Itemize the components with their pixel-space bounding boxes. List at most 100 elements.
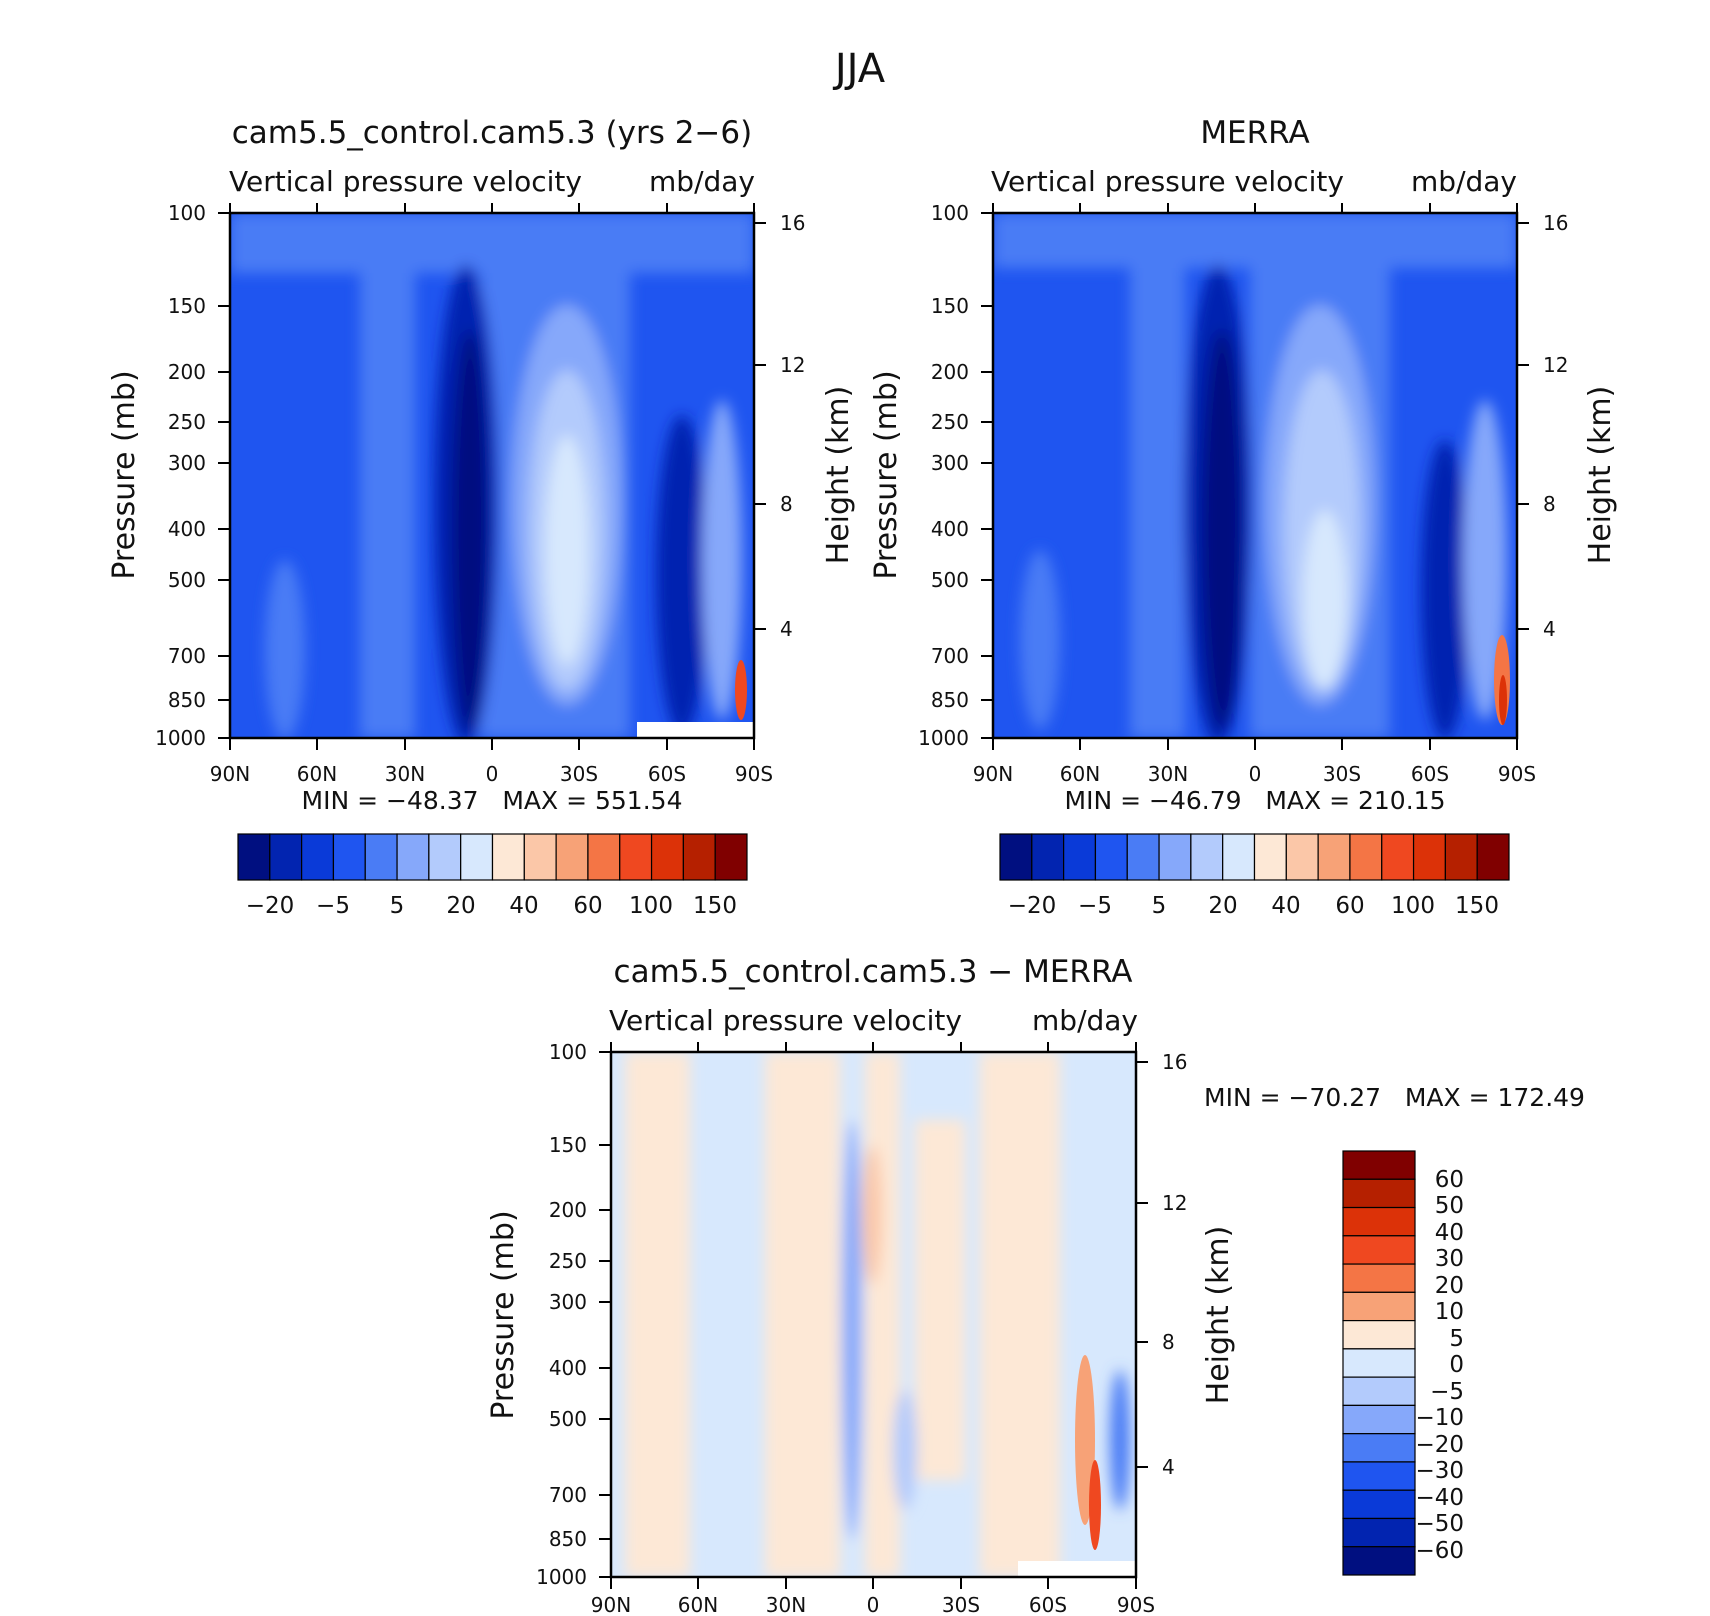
- colorbar-cell: [1031, 833, 1065, 881]
- x-tick-label: 0: [486, 762, 499, 786]
- colorbar-cell: [1190, 833, 1224, 881]
- colorbar-cell: [332, 833, 366, 881]
- colorbar-cell: [1342, 1461, 1416, 1491]
- y-tick-label: 300: [549, 1290, 587, 1314]
- x-tick-label: 90N: [973, 762, 1013, 786]
- x-tick-label: 90S: [1117, 1593, 1155, 1616]
- y-tick-label: 100: [549, 1040, 587, 1064]
- panel-title: cam5.5_control.cam5.3 (yrs 2−6): [232, 115, 752, 151]
- colorbar-cell: [650, 833, 684, 881]
- missing-data-mask: [637, 722, 754, 738]
- contour-field: [993, 213, 1517, 738]
- colorbar-label: 5: [390, 893, 405, 919]
- colorbar-label: −20: [1415, 1432, 1464, 1458]
- axis-ticks: [981, 203, 1529, 750]
- y2-tick-label: 8: [1162, 1330, 1175, 1354]
- colorbar-cell: [587, 833, 621, 881]
- colorbar-cell: [1342, 1319, 1416, 1350]
- y-tick-label: 300: [931, 451, 969, 475]
- x-tick-label: 90N: [591, 1593, 631, 1616]
- colorbar-label: 5: [1152, 893, 1167, 919]
- y2-tick-label: 4: [780, 617, 793, 641]
- y-tick-label: 700: [168, 644, 206, 668]
- colorbar-cell: [301, 833, 335, 881]
- y-tick-label: 250: [168, 410, 206, 434]
- colorbar-cell: [555, 833, 589, 881]
- y-tick-labels: 100 150 200 250 300 400 500 700 850 1000: [155, 201, 206, 750]
- x-tick-label: 0: [867, 1593, 880, 1616]
- y-tick-label: 850: [931, 688, 969, 712]
- x-tick-labels: 90N 60N 30N 0 30S 60S 90S: [210, 762, 773, 786]
- colorbar-label: 20: [1435, 1273, 1464, 1299]
- x-tick-label: 60S: [648, 762, 686, 786]
- y2-tick-labels: 16 12 8 4: [1162, 1050, 1187, 1479]
- axis-ticks: [599, 1042, 1148, 1589]
- contour-blob: [1463, 400, 1507, 720]
- colorbar-cell: [1342, 1517, 1416, 1548]
- min-max-stats: MIN = −48.37 MAX = 551.54: [302, 786, 683, 815]
- y-axis-label: Pressure (mb): [107, 370, 142, 579]
- min-max-stats: MIN = −46.79 MAX = 210.15: [1065, 786, 1446, 815]
- contour-blob: [656, 415, 708, 735]
- x-tick-label: 30N: [1148, 762, 1188, 786]
- colorbar-labels: −20 −5 5 20 40 60 100 150: [246, 893, 737, 919]
- colorbar-label: 50: [1435, 1193, 1464, 1219]
- x-tick-label: 90S: [735, 762, 773, 786]
- colorbar-label: 40: [1271, 893, 1300, 919]
- colorbar-cell: [1158, 833, 1192, 881]
- y-tick-label: 500: [931, 568, 969, 592]
- colorbar-cell: [1342, 1546, 1416, 1576]
- colorbar-cell: [428, 833, 462, 881]
- y-tick-label: 300: [168, 451, 206, 475]
- contour-blob: [735, 660, 747, 720]
- y-tick-label: 400: [549, 1356, 587, 1380]
- y-tick-label: 150: [931, 294, 969, 318]
- x-tick-label: 60N: [1060, 762, 1100, 786]
- colorbar-cell: [1126, 833, 1160, 881]
- colorbar-label: 20: [1208, 893, 1237, 919]
- colorbar-cell: [1094, 833, 1128, 881]
- contour-field: [611, 1052, 1136, 1577]
- colorbar-label: 150: [1455, 893, 1499, 919]
- colorbar-cell: [364, 833, 398, 881]
- x-tick-labels: 90N 60N 30N 0 30S 60S 90S: [591, 1593, 1155, 1616]
- colorbar-cell: [237, 833, 271, 881]
- y-tick-label: 500: [549, 1407, 587, 1431]
- colorbar-cell: [1285, 833, 1319, 881]
- x-tick-label: 30S: [1323, 762, 1361, 786]
- figure-title: JJA: [832, 46, 886, 92]
- panel-units-label: mb/day: [649, 165, 755, 198]
- y-axis-label: Pressure (mb): [869, 370, 904, 579]
- contour-blob: [1421, 440, 1469, 738]
- colorbar-label: −30: [1415, 1458, 1464, 1484]
- panel-variable-label: Vertical pressure velocity: [609, 1004, 962, 1037]
- contour-blob: [1303, 510, 1347, 690]
- contour-blob: [452, 330, 488, 730]
- colorbar-cell: [1342, 1404, 1416, 1435]
- y-tick-label: 150: [168, 294, 206, 318]
- contour-band: [915, 1120, 965, 1480]
- colorbar-cell: [1476, 833, 1510, 881]
- colorbar-cell: [619, 833, 653, 881]
- y2-axis-label: Height (km): [1201, 1226, 1236, 1405]
- y2-tick-labels: 16 12 8 4: [1543, 211, 1568, 641]
- contour-field: [230, 213, 754, 738]
- panel-merra: MERRA Vertical pressure velocity mb/day: [869, 115, 1618, 919]
- colorbar-cell: [999, 833, 1033, 881]
- colorbar-label: −5: [1430, 1379, 1464, 1405]
- y-tick-label: 1000: [536, 1565, 587, 1589]
- x-tick-label: 60N: [297, 762, 337, 786]
- colorbar-label: 100: [629, 893, 673, 919]
- x-tick-label: 90N: [210, 762, 250, 786]
- colorbar-cell: [396, 833, 430, 881]
- y-tick-label: 1000: [918, 726, 969, 750]
- colorbar-cell: [269, 833, 303, 881]
- panel-difference: cam5.5_control.cam5.3 − MERRA Vertical p…: [486, 954, 1585, 1616]
- colorbar-cells: [237, 833, 748, 881]
- y2-tick-labels: 16 12 8 4: [780, 211, 805, 641]
- colorbar-label: 150: [693, 893, 737, 919]
- panel-title: MERRA: [1200, 115, 1309, 151]
- colorbar-label: −10: [1415, 1405, 1464, 1431]
- colorbar-label: 20: [446, 893, 475, 919]
